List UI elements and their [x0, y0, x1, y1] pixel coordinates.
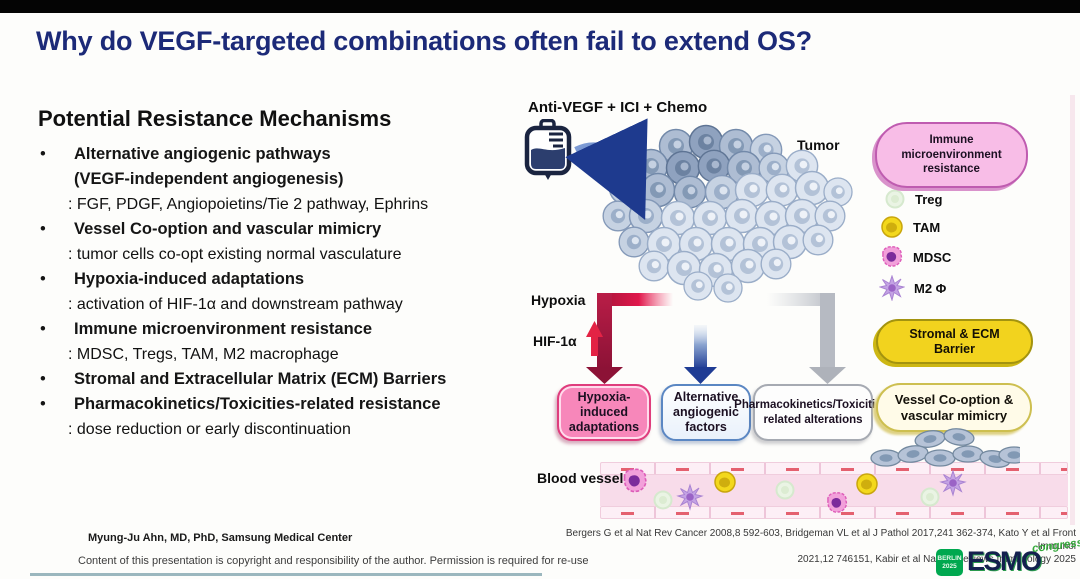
diagram-arrows [565, 118, 846, 384]
legend-label: TAM [913, 219, 941, 235]
legend-label: Treg [915, 191, 943, 207]
slide-edge-strip [1070, 95, 1075, 525]
badge-city: BERLIN [937, 555, 962, 563]
left-panel-heading: Potential Resistance Mechanisms [38, 106, 392, 131]
hypoxia-adaptations-box: Hypoxia-induced adaptations [557, 384, 651, 441]
resistance-bullet-list: Alternative angiogenic pathways (VEGF-in… [40, 142, 518, 442]
vessel-cooption-box: Vessel Co-option & vascular mimicry [876, 383, 1032, 432]
esmo-wordmark: ESMO [967, 546, 1042, 576]
legend-item-treg: Treg [884, 188, 942, 210]
top-black-bar [0, 0, 1080, 13]
bullet-text: Stromal and Extracellular Matrix (ECM) B… [74, 370, 447, 388]
tumor-label: Tumor [797, 137, 840, 153]
stromal-ecm-box: Stromal & ECM Barrier [876, 319, 1033, 364]
hif1a-label: HIF-1α [533, 333, 577, 349]
bullet-text: Hypoxia-induced adaptations [74, 270, 305, 288]
pharmacokinetics-box: Pharmacokinetics/Toxicities-related alte… [734, 384, 892, 441]
bullet-hypoxia: Hypoxia-induced adaptations [40, 267, 518, 292]
bullet-marker [40, 392, 74, 417]
bullet-text: Immune microenvironment resistance [74, 320, 373, 338]
iv-bag-icon [524, 119, 572, 180]
footer-divider [30, 573, 542, 576]
tam-cell-icon [881, 216, 903, 238]
slide-title: Why do VEGF-targeted combinations often … [36, 26, 812, 56]
bullet-marker [40, 267, 74, 292]
bullet-pk: Pharmacokinetics/Toxicities-related resi… [40, 392, 518, 417]
bullet-alt-angiogenic: Alternative angiogenic pathways (VEGF-in… [40, 142, 518, 192]
legend-label: M2 Φ [914, 280, 947, 296]
legend-item-mdsc: MDSC [880, 245, 951, 269]
copyright-notice: Content of this presentation is copyrigh… [78, 555, 589, 567]
bullet-stromal: Stromal and Extracellular Matrix (ECM) B… [40, 367, 518, 392]
esmo-congress-logo: BERLIN 2025 ESMO congress [936, 537, 1080, 578]
bullet-text: Vessel Co-option and vascular mimicry [74, 220, 382, 238]
blood-vessel-label: Blood vessel [537, 470, 624, 486]
cooption-tumor-cells [870, 428, 1020, 471]
references-line1: Bergers G et al Nat Rev Cancer 2008,8 59… [565, 528, 1076, 552]
bullet-marker [40, 317, 74, 342]
bullet-detail: : MDSC, Tregs, TAM, M2 macrophage [68, 346, 339, 363]
bullet-marker [40, 367, 74, 392]
badge-year: 2025 [942, 562, 957, 570]
immune-resistance-box: Immune microenvironment resistance [875, 122, 1028, 188]
treatment-label: Anti-VEGF + ICI + Chemo [528, 99, 708, 116]
m2-macrophage-icon [879, 275, 905, 301]
hypoxia-label: Hypoxia [531, 292, 586, 308]
treg-cell-icon [885, 189, 905, 209]
endothelium-top [600, 462, 1068, 475]
alternative-angiogenic-box: Alternative angiogenic factors [661, 384, 751, 441]
bullet-detail: : FGF, PDGF, Angiopoietins/Tie 2 pathway… [68, 196, 429, 213]
bullet-text: Pharmacokinetics/Toxicities-related resi… [74, 395, 441, 413]
bullet-detail: : dose reduction or early discontinuatio… [68, 421, 351, 438]
bullet-detail: : activation of HIF-1α and downstream pa… [68, 296, 403, 313]
bullet-marker [40, 142, 74, 192]
bullet-detail: : tumor cells co-opt existing normal vas… [68, 246, 402, 263]
legend-item-m2: M2 Φ [879, 275, 946, 301]
bullet-vessel-cooption: Vessel Co-option and vascular mimicry [40, 217, 518, 242]
bullet-marker [40, 217, 74, 242]
treatment-arrow [565, 118, 648, 221]
esmo-badge: BERLIN 2025 [936, 549, 963, 576]
bullet-immune: Immune microenvironment resistance [40, 317, 518, 342]
mdsc-cell-icon [882, 246, 903, 267]
legend-item-tam: TAM [880, 215, 940, 239]
bullet-text: Alternative angiogenic pathways [74, 145, 331, 163]
bullet-text: (VEGF-independent angiogenesis) [74, 170, 344, 188]
legend-label: MDSC [913, 249, 952, 265]
author-credit: Myung-Ju Ahn, MD, PhD, Samsung Medical C… [88, 532, 353, 544]
